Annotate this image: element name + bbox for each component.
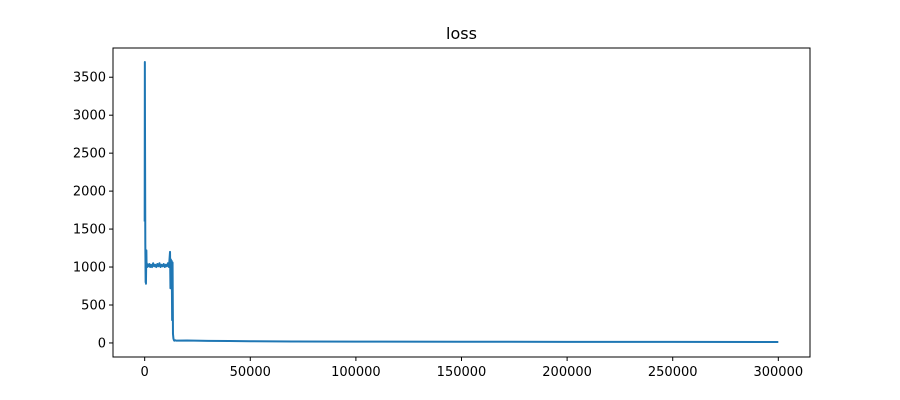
y-tick-label: 2500 bbox=[73, 147, 106, 162]
x-tick-label: 100000 bbox=[331, 365, 381, 380]
x-tick-label: 250000 bbox=[648, 365, 698, 380]
plot-area bbox=[113, 48, 810, 357]
x-tick-label: 200000 bbox=[542, 365, 592, 380]
x-tick-label: 0 bbox=[141, 365, 149, 380]
y-tick-label: 1500 bbox=[73, 223, 106, 238]
y-tick-label: 0 bbox=[98, 336, 106, 351]
y-tick-label: 2000 bbox=[73, 185, 106, 200]
y-tick-label: 3500 bbox=[73, 71, 106, 86]
x-tick-label: 300000 bbox=[753, 365, 803, 380]
x-tick-label: 150000 bbox=[437, 365, 487, 380]
y-tick-label: 1000 bbox=[73, 261, 106, 276]
y-tick-label: 500 bbox=[81, 298, 106, 313]
y-tick-label: 3000 bbox=[73, 109, 106, 124]
series-line-loss bbox=[143, 61, 779, 343]
x-axis-ticks: 0 50000 100000 150000 200000 250000 300000 bbox=[141, 357, 803, 380]
chart-title: loss bbox=[446, 24, 477, 43]
x-tick-label: 50000 bbox=[230, 365, 271, 380]
y-axis-ticks: 0 500 1000 1500 2000 2500 3000 3500 bbox=[73, 71, 113, 351]
